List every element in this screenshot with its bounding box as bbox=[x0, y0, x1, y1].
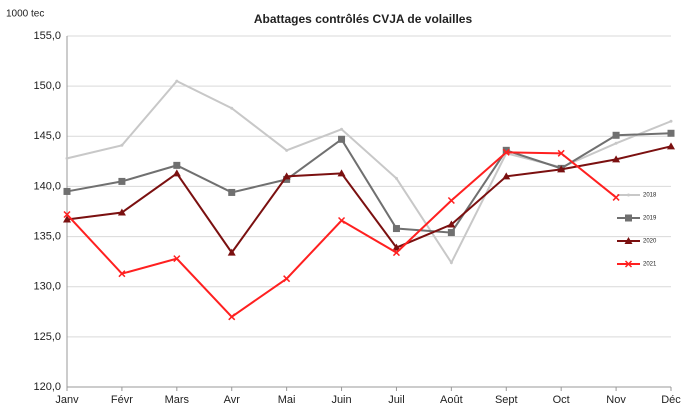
point bbox=[502, 146, 510, 154]
point bbox=[449, 261, 453, 265]
point bbox=[669, 119, 673, 123]
x-tick-label: Janv bbox=[55, 394, 79, 406]
point bbox=[230, 106, 234, 110]
point bbox=[337, 169, 346, 177]
series-line bbox=[66, 151, 617, 319]
point bbox=[63, 215, 71, 223]
point bbox=[392, 225, 400, 233]
point bbox=[447, 229, 455, 237]
point bbox=[117, 208, 126, 216]
point bbox=[667, 129, 675, 137]
point bbox=[63, 210, 71, 219]
x-tick-label: Mai bbox=[278, 394, 296, 406]
point bbox=[624, 260, 633, 268]
legend-label: 2019 bbox=[643, 216, 657, 222]
point bbox=[227, 248, 236, 256]
point bbox=[502, 148, 510, 156]
point bbox=[447, 220, 456, 228]
point bbox=[175, 79, 179, 83]
legend-label: 2018 bbox=[643, 193, 657, 199]
point bbox=[394, 176, 398, 180]
point bbox=[173, 161, 181, 169]
x-tick-label: Juil bbox=[388, 394, 405, 406]
point bbox=[228, 313, 236, 321]
y-tick-label: 130,0 bbox=[33, 281, 61, 293]
point bbox=[667, 142, 675, 150]
point bbox=[612, 131, 620, 139]
point bbox=[612, 193, 620, 201]
point bbox=[625, 214, 632, 222]
y-axis-label: 1000 tec bbox=[6, 9, 44, 20]
point bbox=[282, 172, 291, 180]
point bbox=[612, 155, 621, 163]
point bbox=[283, 175, 291, 183]
chart-title: Abattages contrôlés CVJA de volailles bbox=[254, 12, 473, 26]
point bbox=[624, 237, 633, 244]
legend-label: 2020 bbox=[643, 239, 657, 245]
point bbox=[392, 249, 400, 257]
x-tick-label: Mars bbox=[165, 394, 190, 406]
point bbox=[172, 169, 181, 177]
y-tick-label: 135,0 bbox=[33, 230, 61, 242]
point bbox=[118, 177, 126, 185]
point bbox=[120, 143, 124, 147]
point bbox=[340, 127, 344, 131]
y-tick-label: 150,0 bbox=[33, 80, 61, 92]
x-tick-label: Oct bbox=[553, 394, 570, 406]
y-tick-label: 140,0 bbox=[33, 180, 61, 192]
y-tick-label: 125,0 bbox=[33, 331, 61, 343]
point bbox=[63, 187, 71, 195]
series-line bbox=[66, 132, 672, 234]
point bbox=[557, 149, 565, 157]
x-tick-label: Févr bbox=[111, 394, 133, 406]
x-tick-label: Avr bbox=[224, 394, 241, 406]
x-tick-label: Juin bbox=[331, 394, 351, 406]
point bbox=[283, 275, 291, 283]
point bbox=[65, 156, 69, 160]
x-tick-label: Août bbox=[440, 394, 463, 406]
y-tick-label: 145,0 bbox=[33, 130, 61, 142]
point bbox=[118, 270, 126, 278]
point bbox=[338, 216, 346, 225]
legend-label: 2021 bbox=[643, 262, 657, 268]
point bbox=[392, 243, 401, 251]
point bbox=[285, 148, 289, 152]
y-tick-label: 120,0 bbox=[33, 381, 61, 393]
point bbox=[557, 165, 566, 173]
point bbox=[338, 135, 346, 143]
point bbox=[173, 255, 181, 263]
point bbox=[228, 188, 236, 196]
x-tick-label: Nov bbox=[606, 394, 626, 406]
point bbox=[502, 172, 511, 180]
x-tick-label: Déc bbox=[661, 394, 681, 406]
point bbox=[614, 141, 618, 145]
series-line bbox=[66, 145, 672, 255]
point bbox=[627, 193, 630, 197]
x-tick-label: Sept bbox=[495, 394, 518, 406]
y-tick-label: 155,0 bbox=[33, 30, 61, 42]
point bbox=[447, 196, 455, 204]
